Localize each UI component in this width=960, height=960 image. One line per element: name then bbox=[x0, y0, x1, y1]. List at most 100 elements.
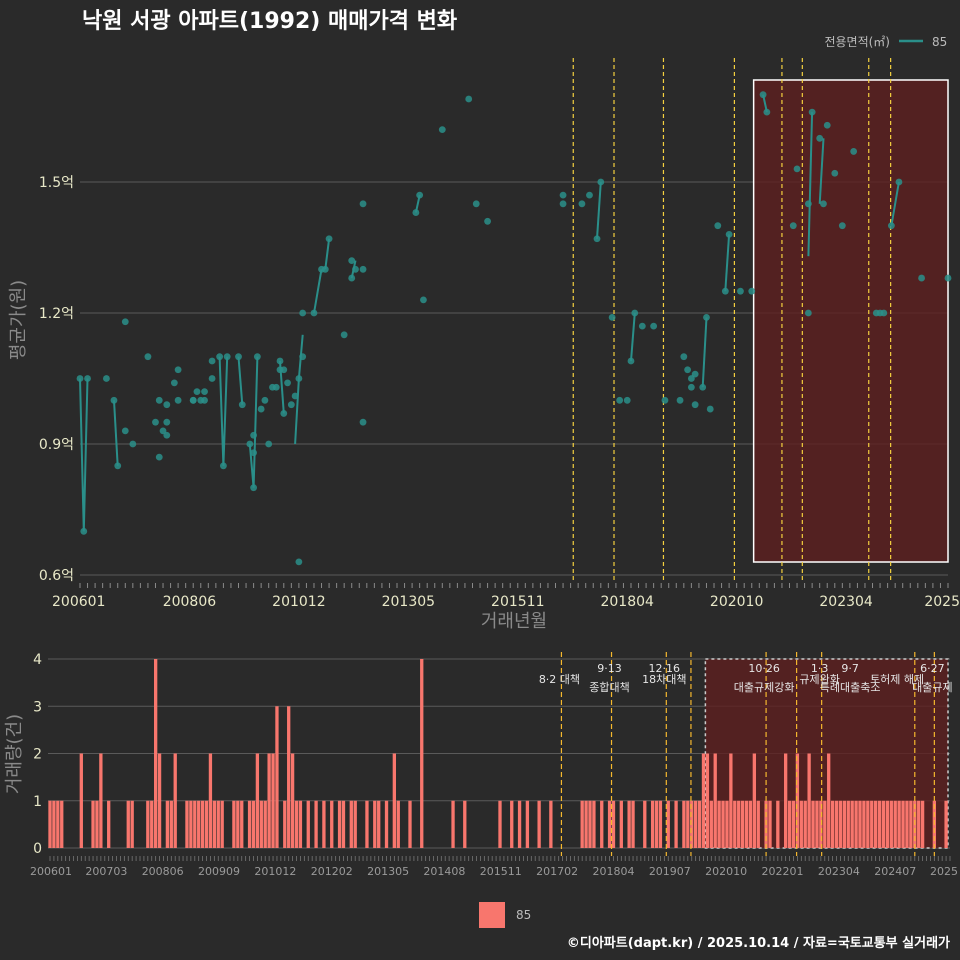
price-x-axis-title: 거래년월 bbox=[481, 611, 547, 632]
policy-annotation-text: 대출규제강화 bbox=[734, 681, 795, 694]
volume-bar bbox=[420, 659, 424, 848]
volume-x-tick-label: 200601 bbox=[30, 865, 72, 878]
price-point bbox=[831, 169, 839, 177]
price-point bbox=[299, 353, 307, 361]
volume-bar bbox=[341, 800, 346, 848]
price-point bbox=[416, 191, 424, 199]
price-point bbox=[129, 440, 137, 448]
volume-bar bbox=[337, 800, 342, 848]
policy-annotation-text: 대출규제 bbox=[912, 681, 952, 694]
price-point bbox=[114, 462, 122, 470]
price-point bbox=[725, 231, 733, 238]
price-line-segment bbox=[596, 181, 602, 239]
volume-y-tick-label: 0 bbox=[33, 841, 42, 857]
price-point bbox=[559, 191, 567, 199]
volume-bar bbox=[701, 753, 706, 848]
price-point bbox=[257, 405, 265, 413]
price-point bbox=[650, 322, 658, 330]
volume-bar bbox=[283, 800, 287, 848]
price-point bbox=[559, 200, 567, 208]
volume-bar bbox=[408, 800, 412, 848]
price-y-tick-label: 1.2억 bbox=[39, 306, 74, 322]
volume-bar bbox=[173, 753, 177, 848]
price-point bbox=[280, 410, 288, 417]
volume-bar bbox=[917, 800, 921, 848]
price-point bbox=[246, 440, 254, 448]
price-x-tick-label: 200806 bbox=[163, 594, 217, 610]
volume-y-tick-label: 4 bbox=[33, 652, 42, 668]
price-point bbox=[616, 396, 624, 404]
volume-bar bbox=[463, 800, 467, 848]
price-line-segment bbox=[294, 334, 304, 445]
price-point bbox=[597, 178, 605, 186]
volume-x-tick-label: 201804 bbox=[592, 865, 634, 878]
price-point bbox=[691, 370, 699, 378]
volume-bar bbox=[220, 800, 224, 848]
policy-annotation-text: 종합대책 bbox=[589, 681, 629, 694]
volume-bar bbox=[165, 800, 170, 848]
volume-bar bbox=[592, 800, 596, 848]
volume-y-axis-title: 거래량(건) bbox=[4, 714, 25, 794]
volume-bar bbox=[607, 800, 612, 848]
volume-y-tick-label: 3 bbox=[33, 699, 42, 715]
volume-x-tick-label: 201012 bbox=[254, 865, 296, 878]
policy-annotation-text: 8·2 대책 bbox=[539, 673, 580, 686]
price-point bbox=[820, 200, 827, 208]
volume-x-tick-label: 201408 bbox=[423, 865, 465, 878]
legend-label-85: 85 bbox=[516, 908, 531, 922]
price-point bbox=[144, 353, 152, 361]
price-point bbox=[163, 401, 171, 409]
volume-bar bbox=[498, 800, 502, 848]
volume-bar bbox=[247, 800, 252, 848]
price-point bbox=[706, 405, 714, 413]
volume-bar bbox=[905, 800, 909, 848]
volume-bar bbox=[752, 753, 757, 848]
price-point bbox=[201, 396, 208, 404]
volume-bar bbox=[373, 800, 377, 848]
price-point bbox=[80, 527, 88, 535]
volume-bar bbox=[251, 800, 256, 848]
volume-bar bbox=[858, 800, 862, 848]
volume-x-tick-label: 200806 bbox=[142, 865, 184, 878]
volume-bar bbox=[91, 800, 95, 848]
chart-title: 낙원 서광 아파트(1992) 매매가격 변화 bbox=[82, 9, 457, 34]
volume-bar bbox=[322, 800, 326, 848]
volume-bar bbox=[650, 800, 655, 848]
volume-bar bbox=[588, 800, 592, 848]
volume-bar bbox=[510, 800, 514, 848]
price-point bbox=[484, 217, 491, 225]
volume-y-tick-label: 2 bbox=[33, 747, 42, 763]
price-point bbox=[261, 396, 269, 404]
volume-bar bbox=[627, 800, 631, 848]
price-point bbox=[593, 235, 601, 243]
price-point bbox=[578, 200, 586, 208]
volume-bar bbox=[870, 800, 874, 848]
price-point bbox=[472, 200, 480, 208]
volume-bar bbox=[580, 800, 584, 848]
volume-bar bbox=[396, 800, 400, 848]
price-point bbox=[412, 209, 420, 216]
volume-bar bbox=[48, 800, 52, 848]
volume-bar bbox=[811, 800, 815, 848]
volume-bar bbox=[643, 800, 647, 848]
volume-bar bbox=[658, 800, 663, 848]
volume-bar bbox=[693, 800, 698, 848]
volume-bar bbox=[232, 800, 236, 848]
price-line-segment bbox=[818, 138, 825, 204]
volume-bar bbox=[838, 800, 843, 848]
volume-bar bbox=[95, 800, 99, 848]
price-point bbox=[680, 353, 688, 361]
price-x-tick-label: 201305 bbox=[382, 594, 435, 610]
price-point bbox=[280, 366, 288, 374]
price-point bbox=[759, 91, 767, 99]
volume-bar bbox=[850, 800, 854, 848]
volume-bar bbox=[353, 800, 357, 848]
price-point bbox=[155, 396, 163, 404]
volume-bar bbox=[674, 800, 678, 848]
price-point bbox=[721, 287, 729, 295]
price-line-segment bbox=[313, 269, 323, 314]
volume-bar bbox=[709, 800, 713, 848]
volume-bar bbox=[314, 800, 318, 848]
volume-bar bbox=[877, 800, 882, 848]
price-point bbox=[265, 440, 273, 448]
